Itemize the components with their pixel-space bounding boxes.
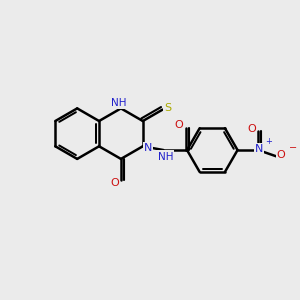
Text: O: O (277, 150, 286, 160)
Text: NH: NH (158, 152, 173, 162)
Text: O: O (248, 124, 256, 134)
Text: +: + (265, 136, 272, 146)
Text: N: N (144, 143, 152, 153)
Text: O: O (175, 120, 184, 130)
Text: S: S (164, 103, 171, 113)
Text: O: O (110, 178, 119, 188)
Text: −: − (289, 143, 297, 153)
Text: N: N (255, 144, 263, 154)
Text: NH: NH (111, 98, 126, 108)
